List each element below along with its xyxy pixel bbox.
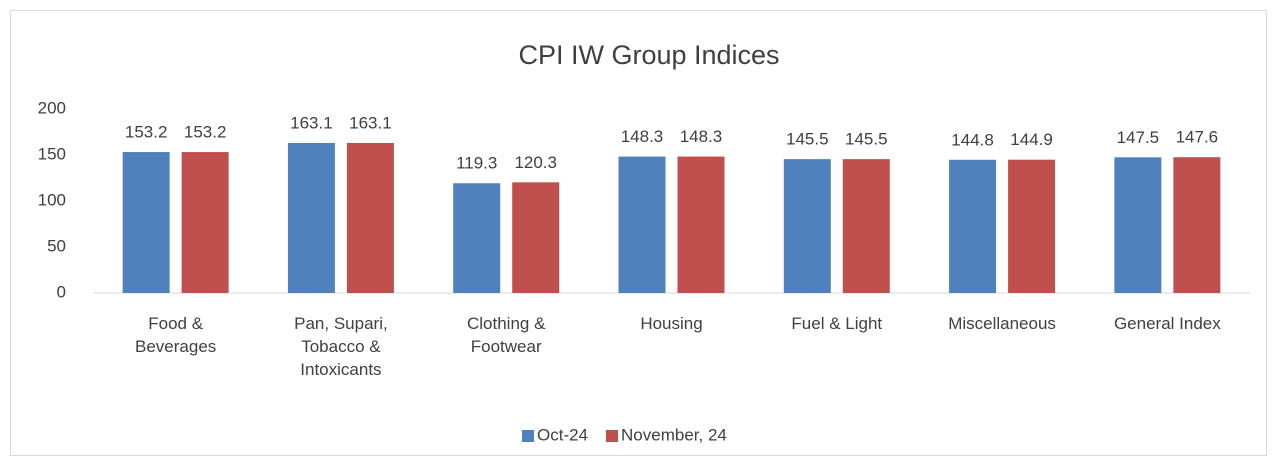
data-label: 120.3 bbox=[514, 153, 557, 172]
data-label: 144.8 bbox=[951, 130, 994, 149]
data-label: 163.1 bbox=[290, 113, 333, 132]
chart-title: CPI IW Group Indices bbox=[518, 40, 779, 70]
data-label: 148.3 bbox=[621, 127, 664, 146]
bar bbox=[1114, 157, 1162, 293]
x-tick-label: Housing bbox=[640, 314, 702, 333]
bar bbox=[1173, 157, 1221, 293]
y-tick-label: 200 bbox=[38, 98, 66, 117]
bar bbox=[346, 142, 394, 293]
y-tick-label: 150 bbox=[38, 144, 66, 163]
data-label: 153.2 bbox=[125, 123, 168, 142]
data-label: 153.2 bbox=[184, 123, 227, 142]
bar bbox=[783, 159, 831, 293]
x-tick-label: Clothing & Footwear bbox=[467, 314, 546, 356]
bar bbox=[677, 156, 725, 293]
bar bbox=[453, 183, 501, 293]
y-tick-label: 100 bbox=[38, 190, 66, 209]
legend-label: Oct-24 bbox=[537, 425, 588, 444]
bar bbox=[618, 156, 666, 293]
bar bbox=[287, 142, 335, 293]
x-tick-label: Fuel & Light bbox=[791, 314, 882, 333]
y-tick-label: 50 bbox=[47, 236, 66, 255]
data-label: 144.9 bbox=[1010, 130, 1053, 149]
legend-swatch bbox=[522, 430, 534, 442]
bar bbox=[512, 182, 560, 293]
x-tick-label: Miscellaneous bbox=[948, 314, 1056, 333]
data-label: 145.5 bbox=[786, 130, 829, 149]
x-tick-label: Food & Beverages bbox=[135, 314, 216, 356]
bar bbox=[181, 152, 229, 293]
y-tick-label: 0 bbox=[57, 282, 66, 301]
bar bbox=[1008, 159, 1056, 293]
data-label: 163.1 bbox=[349, 113, 392, 132]
data-label: 145.5 bbox=[845, 130, 888, 149]
bar bbox=[842, 159, 890, 293]
bar bbox=[949, 159, 997, 293]
legend-swatch bbox=[606, 430, 619, 442]
x-tick-label: General Index bbox=[1114, 314, 1221, 333]
data-label: 147.6 bbox=[1176, 128, 1219, 147]
bar bbox=[122, 152, 170, 293]
data-label: 148.3 bbox=[680, 127, 723, 146]
data-label: 119.3 bbox=[456, 154, 497, 173]
data-label: 147.5 bbox=[1117, 128, 1160, 147]
legend-label: November, 24 bbox=[621, 425, 727, 444]
x-tick-label: Pan, Supari, Tobacco & Intoxicants bbox=[294, 314, 388, 379]
